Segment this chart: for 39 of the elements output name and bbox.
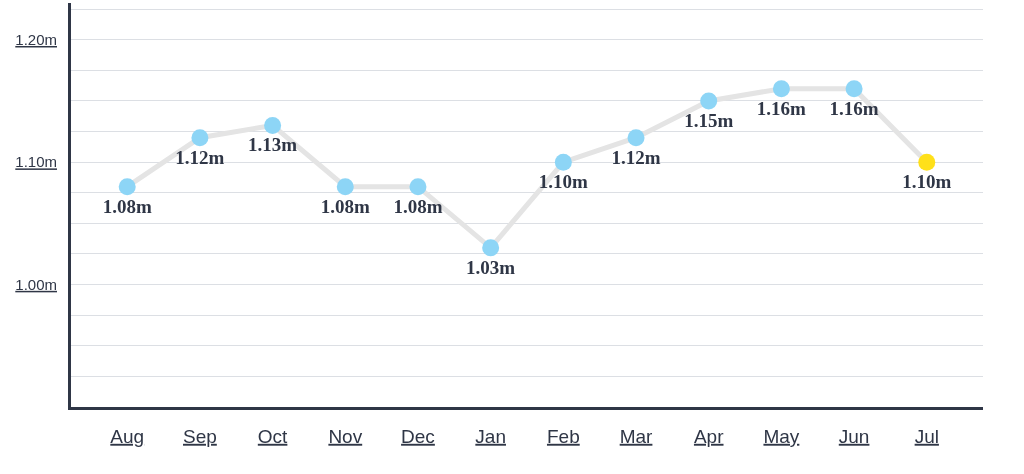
- y-tick-label: 1.00m: [15, 275, 57, 293]
- y-tick-label: 1.20m: [15, 30, 57, 48]
- data-label: 1.12m: [175, 146, 225, 168]
- point: [409, 178, 427, 196]
- point: [700, 92, 718, 110]
- x-tick-label: Jan: [475, 425, 506, 447]
- point: [627, 129, 645, 147]
- x-tick-label: Mar: [619, 425, 654, 447]
- x-tick-label: Jul: [914, 425, 939, 447]
- point: [845, 80, 863, 98]
- data-label: 1.16m: [829, 97, 879, 119]
- x-tick-label: Dec: [401, 425, 435, 447]
- x-tick-label: Oct: [257, 425, 289, 447]
- data-label: 1.08m: [393, 195, 443, 217]
- data-label: 1.08m: [320, 195, 370, 217]
- x-tick-label: May: [763, 425, 800, 447]
- data-label: 1.10m: [902, 171, 952, 193]
- point: [191, 129, 209, 147]
- x-tick-label: Feb: [546, 425, 580, 447]
- data-label: 1.13m: [248, 134, 298, 156]
- x-tick-label: Nov: [328, 425, 363, 447]
- point: [918, 153, 936, 171]
- data-label: 1.16m: [756, 97, 807, 119]
- data-label: 1.03m: [466, 256, 516, 278]
- point: [554, 153, 572, 171]
- point: [336, 178, 354, 196]
- data-label: 1.10m: [538, 171, 589, 193]
- point: [482, 239, 500, 257]
- data-label: 1.12m: [611, 146, 661, 168]
- y-tick-label: 1.10m: [15, 153, 57, 171]
- point: [264, 116, 282, 134]
- x-tick-label: Jun: [838, 425, 870, 447]
- data-label: 1.08m: [102, 195, 152, 217]
- data-label: 1.15m: [684, 109, 734, 131]
- x-tick-label: Sep: [183, 425, 217, 447]
- point: [772, 80, 790, 98]
- x-tick-label: Aug: [110, 425, 145, 447]
- point: [118, 178, 136, 196]
- x-tick-label: Apr: [693, 425, 725, 447]
